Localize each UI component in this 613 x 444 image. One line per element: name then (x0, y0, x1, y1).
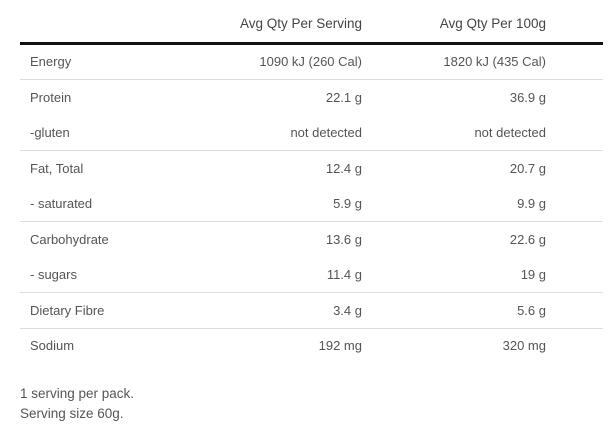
table-row: Energy 1090 kJ (260 Cal) 1820 kJ (435 Cal) (20, 44, 603, 80)
per-serving-value: 13.6 g (325, 231, 362, 247)
nutrient-label: - saturated (30, 196, 93, 211)
per-100g-value: 320 mg (502, 338, 546, 353)
table-row: -gluten not detected not detected (20, 115, 603, 151)
servings-per-pack-note: 1 serving per pack. (20, 386, 135, 401)
per-serving-value: 11.4 g (326, 267, 362, 282)
table-row: Protein 22.1 g 36.9 g (20, 80, 603, 115)
header-per-100g: Avg Qty Per 100g (439, 16, 546, 31)
per-100g-value: 5.6 g (517, 302, 546, 318)
table-row: - sugars 11.4 g 19 g (20, 257, 603, 293)
per-serving-value: not detected (290, 125, 362, 140)
table-row: Fat, Total 12.4 g 20.7 g (20, 151, 603, 186)
per-100g-value: 20.7 g (509, 160, 546, 176)
per-serving-value: 22.1 g (325, 89, 362, 105)
per-serving-value: 12.4 g (325, 160, 362, 176)
nutrient-label: Energy (30, 54, 72, 69)
serving-size-note: Serving size 60g. (20, 406, 124, 421)
per-serving-value: 192 mg (318, 338, 362, 353)
per-100g-value: 1820 kJ (435 Cal) (443, 54, 546, 69)
table-row: Dietary Fibre 3.4 g 5.6 g (20, 293, 603, 329)
nutrient-label: Carbohydrate (30, 231, 109, 247)
nutrient-label: Dietary Fibre (30, 302, 105, 318)
per-100g-value: 19 g (520, 267, 546, 282)
nutrient-label: - sugars (30, 267, 77, 282)
nutrient-label: -gluten (30, 125, 70, 140)
per-serving-value: 5.9 g (333, 196, 362, 211)
per-100g-value: not detected (474, 125, 546, 140)
table-row: Carbohydrate 13.6 g 22.6 g (20, 222, 603, 257)
table-row: - saturated 5.9 g 9.9 g (20, 186, 603, 222)
per-100g-value: 9.9 g (517, 196, 546, 211)
table-row: Sodium 192 mg 320 mg (20, 328, 603, 363)
header-divider (20, 42, 603, 45)
nutrient-label: Protein (30, 89, 72, 105)
nutrient-label: Fat, Total (30, 160, 84, 176)
per-serving-value: 3.4 g (333, 302, 362, 318)
header-per-serving: Avg Qty Per Serving (239, 16, 362, 31)
per-serving-value: 1090 kJ (260 Cal) (259, 54, 362, 69)
nutrient-label: Sodium (30, 338, 75, 353)
per-100g-value: 36.9 g (509, 89, 546, 105)
per-100g-value: 22.6 g (509, 231, 546, 247)
